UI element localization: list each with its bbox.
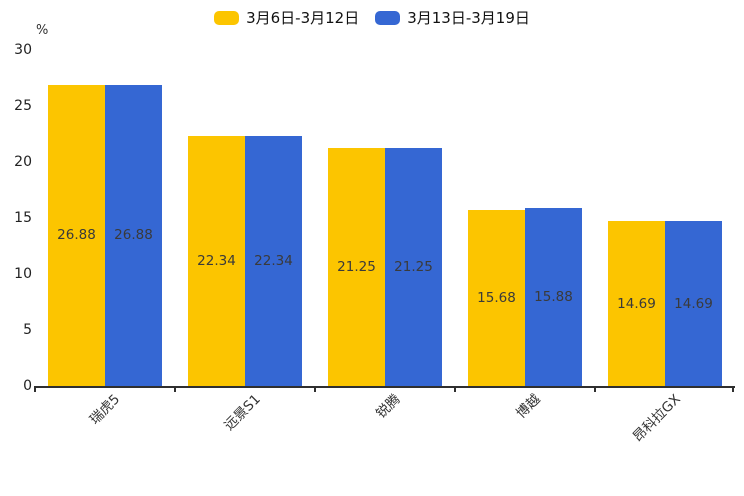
bar-3月13日-3月19日-远景S1: 22.34 — [245, 135, 302, 386]
bar-3月13日-3月19日-锐腾: 21.25 — [385, 148, 442, 386]
x-axis-tick-mark — [732, 386, 734, 392]
bar-value-label: 26.88 — [114, 227, 153, 244]
bar-value-label: 15.88 — [534, 289, 573, 306]
legend-item-label: 3月13日-3月19日 — [407, 9, 530, 27]
y-axis-tick-label: 0 — [23, 378, 32, 394]
x-axis-category-label: 瑞虎5 — [87, 391, 124, 428]
bar-3月13日-3月19日-昂科拉GX: 14.69 — [665, 221, 722, 386]
bar-3月13日-3月19日-博越: 15.88 — [525, 208, 582, 386]
bar-3月6日-3月12日-瑞虎5: 26.88 — [48, 84, 105, 386]
x-axis-category-label: 远景S1 — [221, 391, 264, 434]
bar-value-label: 14.69 — [674, 295, 713, 312]
x-axis-tick-mark — [174, 386, 176, 392]
y-axis-tick-label: 5 — [23, 322, 32, 338]
y-axis-tick-label: 25 — [14, 98, 32, 114]
x-axis-category-label: 昂科拉GX — [629, 391, 684, 446]
legend-item-0[interactable]: 3月6日-3月12日 — [214, 7, 359, 28]
x-axis-category-label: 锐腾 — [373, 391, 404, 422]
legend-swatch-icon — [375, 10, 401, 25]
x-axis-tick-mark — [314, 386, 316, 392]
y-axis-tick-label: 15 — [14, 210, 32, 226]
x-axis-tick-mark — [34, 386, 36, 392]
bar-value-label: 21.25 — [394, 259, 433, 275]
legend: 3月6日-3月12日 3月13日-3月19日 — [0, 7, 744, 28]
bar-3月6日-3月12日-昂科拉GX: 14.69 — [608, 221, 665, 386]
bar-3月6日-3月12日-博越: 15.68 — [468, 210, 525, 386]
y-axis-tick-label: 10 — [14, 266, 32, 282]
y-axis-unit-label: % — [36, 23, 49, 38]
bar-value-label: 22.34 — [254, 252, 293, 269]
bar-3月6日-3月12日-远景S1: 22.34 — [188, 135, 245, 386]
plot-area: 26.88 26.88 22.34 22.34 21.25 21.25 15.68 15.88… — [34, 50, 735, 392]
x-axis-category-label: 博越 — [513, 391, 544, 422]
legend-swatch-icon — [214, 10, 240, 25]
legend-item-1[interactable]: 3月13日-3月19日 — [375, 7, 530, 28]
y-axis-tick-label: 20 — [14, 154, 32, 170]
x-axis-tick-mark — [594, 386, 596, 392]
y-axis-tick-label: 30 — [14, 42, 32, 58]
bar-value-label: 22.34 — [197, 252, 236, 269]
bar-3月6日-3月12日-锐腾: 21.25 — [328, 148, 385, 386]
bar-value-label: 26.88 — [57, 227, 96, 244]
bar-value-label: 15.68 — [477, 290, 516, 307]
bar-value-label: 21.25 — [337, 259, 376, 275]
bar-value-label: 14.69 — [617, 295, 656, 312]
x-axis-tick-mark — [454, 386, 456, 392]
bar-3月13日-3月19日-瑞虎5: 26.88 — [105, 84, 162, 386]
legend-item-label: 3月6日-3月12日 — [246, 9, 360, 27]
